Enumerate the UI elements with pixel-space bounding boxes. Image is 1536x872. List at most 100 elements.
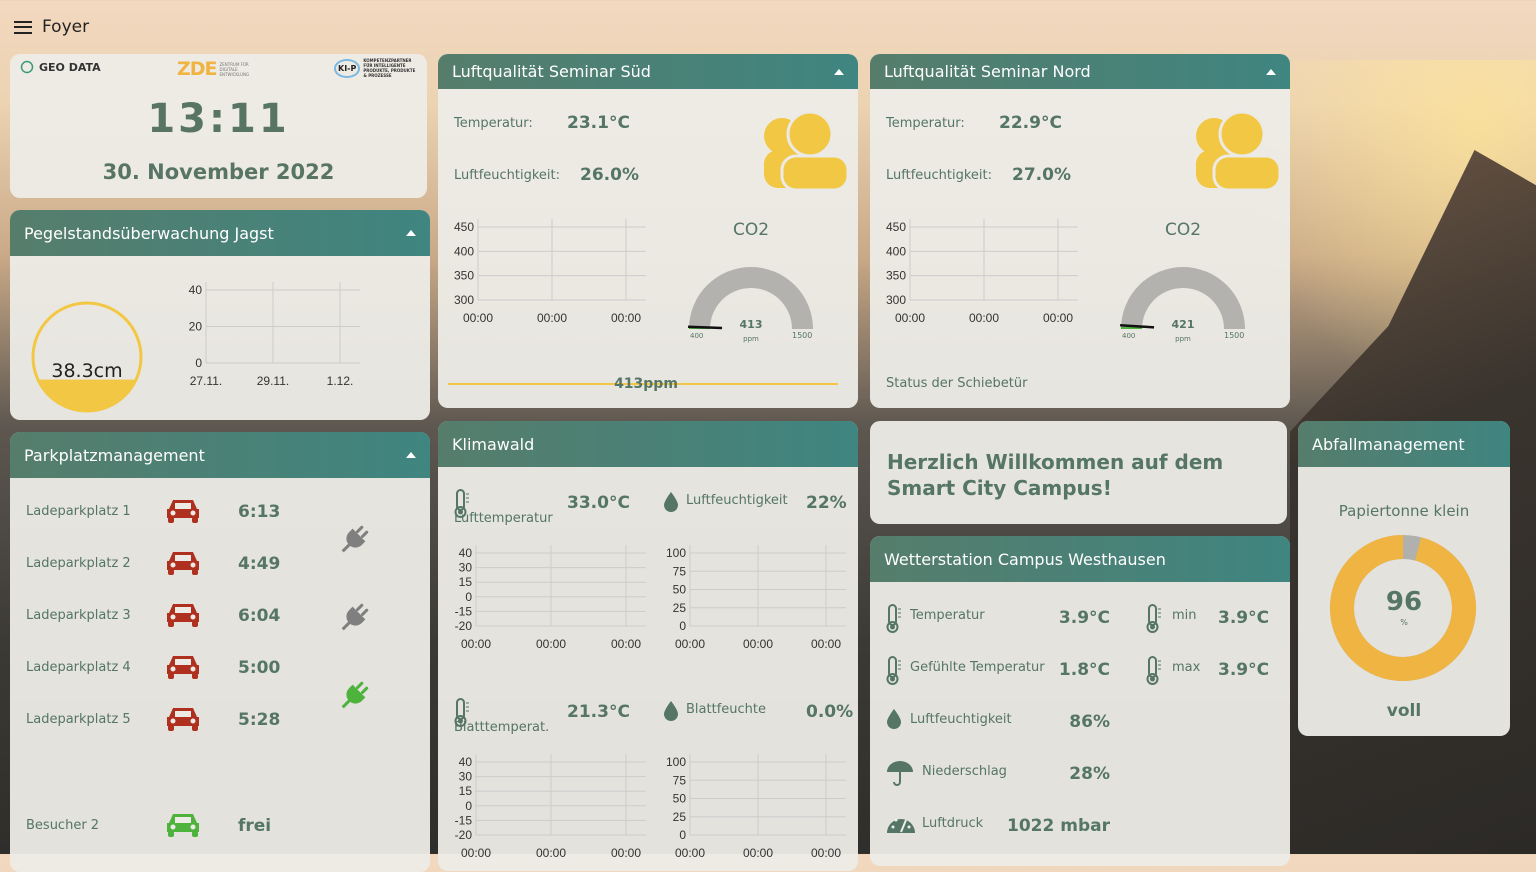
air-humidity-label: Luftfeuchtigkeit xyxy=(686,493,788,508)
x-tick-label: 29.11. xyxy=(257,374,289,388)
x-tick-label: 00:00 xyxy=(611,311,641,325)
collapse-icon[interactable] xyxy=(1266,68,1276,75)
y-tick-label: 20 xyxy=(189,320,203,334)
y-tick-label: 0 xyxy=(679,619,686,633)
y-tick-label: 0 xyxy=(679,828,686,842)
y-tick-label: 350 xyxy=(454,269,474,283)
gauge-needle xyxy=(1120,324,1155,329)
humidity-chart: 100 75 50 25 0 00:00 00:00 00:00 xyxy=(666,545,846,651)
waste-header: Abfallmanagement xyxy=(1298,421,1510,467)
charging-plug-icon xyxy=(338,524,370,560)
y-tick-label: 100 xyxy=(666,546,686,560)
umbrella-icon xyxy=(886,760,914,790)
collapse-icon[interactable] xyxy=(406,452,416,458)
air-temp-value: 33.0°C xyxy=(567,493,630,513)
pegel-title: Pegelstandsüberwachung Jagst xyxy=(24,223,274,243)
weather-value: 28% xyxy=(1069,764,1110,784)
x-tick-label: 00:00 xyxy=(811,637,841,651)
zde-logo: ZDE ZENTRUM FÜR DIGITALE ENTWICKLUNG xyxy=(177,58,250,80)
sued-title: Luftqualität Seminar Süd xyxy=(452,62,651,81)
weather-value: 1022 mbar xyxy=(1007,816,1110,836)
charging-plug-icon xyxy=(338,602,370,638)
thermometer-icon xyxy=(454,489,470,523)
parking-time: 5:00 xyxy=(238,658,281,678)
y-tick-label: -15 xyxy=(455,813,473,827)
waste-title: Abfallmanagement xyxy=(1312,434,1465,454)
thermometer-icon xyxy=(454,698,470,732)
thermometer-icon xyxy=(1146,604,1162,638)
collapse-icon[interactable] xyxy=(406,230,416,236)
collapse-icon[interactable] xyxy=(834,68,844,75)
x-tick-label: 27.11. xyxy=(190,374,222,388)
leaf-humidity-label: Blattfeuchte xyxy=(686,702,766,717)
occupancy-person-icon xyxy=(1194,104,1282,196)
x-tick-label: 00:00 xyxy=(461,846,491,860)
y-tick-label: 25 xyxy=(673,810,687,824)
weather-label: Temperatur xyxy=(910,608,985,623)
parking-time: 6:13 xyxy=(238,502,281,522)
car-icon xyxy=(165,812,201,842)
klimawald-title: Klimawald xyxy=(452,434,535,454)
visitor-spot-label: Besucher 2 xyxy=(26,818,100,833)
y-tick-label: 350 xyxy=(886,269,906,283)
clock-date: 30. November 2022 xyxy=(102,160,335,184)
occupancy-person-icon xyxy=(762,104,850,196)
y-tick-label: 400 xyxy=(454,244,474,258)
door-status-label: Status der Schiebetür xyxy=(886,376,1028,391)
weather-header: Wetterstation Campus Westhausen xyxy=(870,536,1290,582)
parking-time: 6:04 xyxy=(238,606,281,626)
x-tick-label: 00:00 xyxy=(536,846,566,860)
humidity-value: 26.0% xyxy=(580,165,639,185)
nord-header: Luftqualität Seminar Nord xyxy=(870,54,1290,89)
air-south-card: Luftqualität Seminar Süd Temperatur: 23.… xyxy=(438,54,858,408)
humidity-value: 27.0% xyxy=(1012,165,1071,185)
temp-min-value: 3.9°C xyxy=(1218,608,1270,628)
y-tick-label: 300 xyxy=(454,293,474,307)
visitor-status: frei xyxy=(238,816,272,836)
y-tick-label: 30 xyxy=(459,770,473,784)
y-tick-label: 400 xyxy=(886,244,906,258)
x-tick-label: 00:00 xyxy=(537,311,567,325)
y-tick-label: 75 xyxy=(673,773,687,787)
pegel-card: Pegelstandsüberwachung Jagst 38.3cm 40 20… xyxy=(10,210,430,420)
co2-gauge xyxy=(1120,267,1245,329)
car-icon xyxy=(165,498,201,528)
clock-card: GEO DATA ZDE ZENTRUM FÜR DIGITALE ENTWIC… xyxy=(10,54,427,198)
temp-max-label: max xyxy=(1172,660,1201,675)
humidity-label: Luftfeuchtigkeit: xyxy=(454,168,561,183)
car-icon xyxy=(165,654,201,684)
pegel-header: Pegelstandsüberwachung Jagst xyxy=(10,210,430,256)
gauge-min-label: 400 xyxy=(1122,332,1136,340)
parking-spot-label: Ladeparkplatz 1 xyxy=(26,504,131,519)
parking-time: 4:49 xyxy=(238,554,281,574)
parking-spot-label: Ladeparkplatz 3 xyxy=(26,608,131,623)
y-tick-label: 450 xyxy=(886,220,906,234)
page-title: Foyer xyxy=(42,17,90,37)
x-tick-label: 00:00 xyxy=(675,637,705,651)
waste-bin-label: Papiertonne klein xyxy=(1338,502,1470,520)
clock-time: 13:11 xyxy=(147,96,290,142)
menu-icon[interactable] xyxy=(14,20,32,34)
leaf-temp-value: 21.3°C xyxy=(567,702,630,722)
co2-history-chart: 450 400 350 300 00:00 00:00 00:00 xyxy=(454,219,646,325)
co2-value: 421 xyxy=(1171,318,1195,331)
x-tick-label: 00:00 xyxy=(461,637,491,651)
drop-icon xyxy=(886,708,902,734)
parking-card: Parkplatzmanagement Ladeparkplatz 1 6:13… xyxy=(10,432,430,872)
y-tick-label: 50 xyxy=(673,583,687,597)
temp-min-label: min xyxy=(1172,608,1197,623)
x-tick-label: 00:00 xyxy=(536,637,566,651)
car-icon xyxy=(165,550,201,580)
parking-spot-label: Ladeparkplatz 4 xyxy=(26,660,131,675)
pegel-value: 38.3cm xyxy=(51,360,123,382)
y-tick-label: -20 xyxy=(455,619,473,633)
waste-fill-donut xyxy=(1330,534,1476,681)
co2-unit: ppm xyxy=(1175,335,1191,343)
gauge-max-label: 1500 xyxy=(1224,331,1245,340)
y-tick-label: 300 xyxy=(886,293,906,307)
pegel-level-gauge xyxy=(31,301,143,413)
sued-header: Luftqualität Seminar Süd xyxy=(438,54,858,89)
x-tick-label: 00:00 xyxy=(743,637,773,651)
